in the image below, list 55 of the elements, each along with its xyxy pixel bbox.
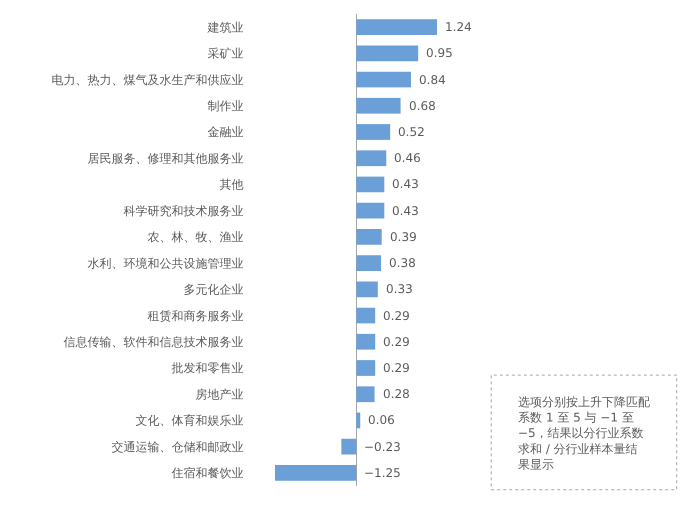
bar <box>356 255 382 271</box>
data-label: 0.46 <box>394 151 421 165</box>
y-tick-label: 农、林、牧、渔业 <box>147 230 244 244</box>
data-label: 1.24 <box>445 20 472 34</box>
y-tick-label: 水利、环境和公共设施管理业 <box>87 256 244 270</box>
bar <box>356 124 390 140</box>
y-tick-label: 租赁和商务服务业 <box>147 308 244 323</box>
bar <box>356 334 376 350</box>
data-label: 0.38 <box>389 256 416 270</box>
y-tick-label: 金融业 <box>207 125 244 140</box>
text: 选项分别按上升下降匹配系数 1 至 5 与 −1 至 −5，结果以分行业系数求和 / 分行业样本量结果显示 <box>518 395 650 472</box>
data-label: 0.29 <box>383 309 410 323</box>
y-tick-label: 其他 <box>219 178 244 192</box>
y-tick-label: 交通运输、仓储和邮政业 <box>111 440 244 454</box>
data-label: 0.29 <box>383 361 410 375</box>
bar <box>356 229 382 245</box>
y-tick-label: 居民服务、修理和其他服务业 <box>87 151 244 166</box>
bar <box>356 386 375 402</box>
data-label: 0.33 <box>386 282 413 296</box>
bar <box>274 465 356 481</box>
bar <box>356 98 401 114</box>
bar <box>356 281 378 298</box>
bar <box>356 202 384 219</box>
bar <box>356 176 384 192</box>
y-tick-label: 多元化企业 <box>183 282 244 297</box>
data-label: −0.23 <box>364 440 401 454</box>
y-tick-label: 建筑业 <box>206 20 244 34</box>
y-tick-label: 文化、体育和娱乐业 <box>135 414 244 428</box>
y-tick-label: 住宿和餐饮业 <box>170 466 244 480</box>
y-tick-label: 采矿业 <box>207 46 244 61</box>
data-label: 0.43 <box>392 177 419 191</box>
data-label: −1.25 <box>364 466 401 480</box>
data-label: 0.84 <box>419 73 446 87</box>
y-tick-label: 房地产业 <box>195 387 244 402</box>
y-tick-label: 信息传输、软件和信息技术服务业 <box>63 334 244 349</box>
data-label: 0.52 <box>398 125 425 139</box>
data-label: 0.29 <box>383 335 410 349</box>
bar <box>356 412 360 428</box>
y-tick-label: 电力、热力、煤气及水生产和供应业 <box>51 72 244 87</box>
bar <box>356 72 411 88</box>
y-tick-label: 制作业 <box>207 98 244 113</box>
data-label: 0.43 <box>392 204 419 218</box>
bar <box>356 360 376 376</box>
bar <box>341 438 356 455</box>
data-label: 0.39 <box>390 230 417 244</box>
bar <box>356 19 438 35</box>
data-label: 0.95 <box>426 46 453 60</box>
bar <box>356 150 386 166</box>
y-tick-label: 批发和零售业 <box>171 361 244 376</box>
y-tick-label: 科学研究和技术服务业 <box>123 204 244 218</box>
bar <box>356 45 418 62</box>
data-label: 0.28 <box>383 387 410 401</box>
bar <box>356 308 376 324</box>
data-label: 0.68 <box>409 99 436 113</box>
data-label: 0.06 <box>368 413 395 427</box>
